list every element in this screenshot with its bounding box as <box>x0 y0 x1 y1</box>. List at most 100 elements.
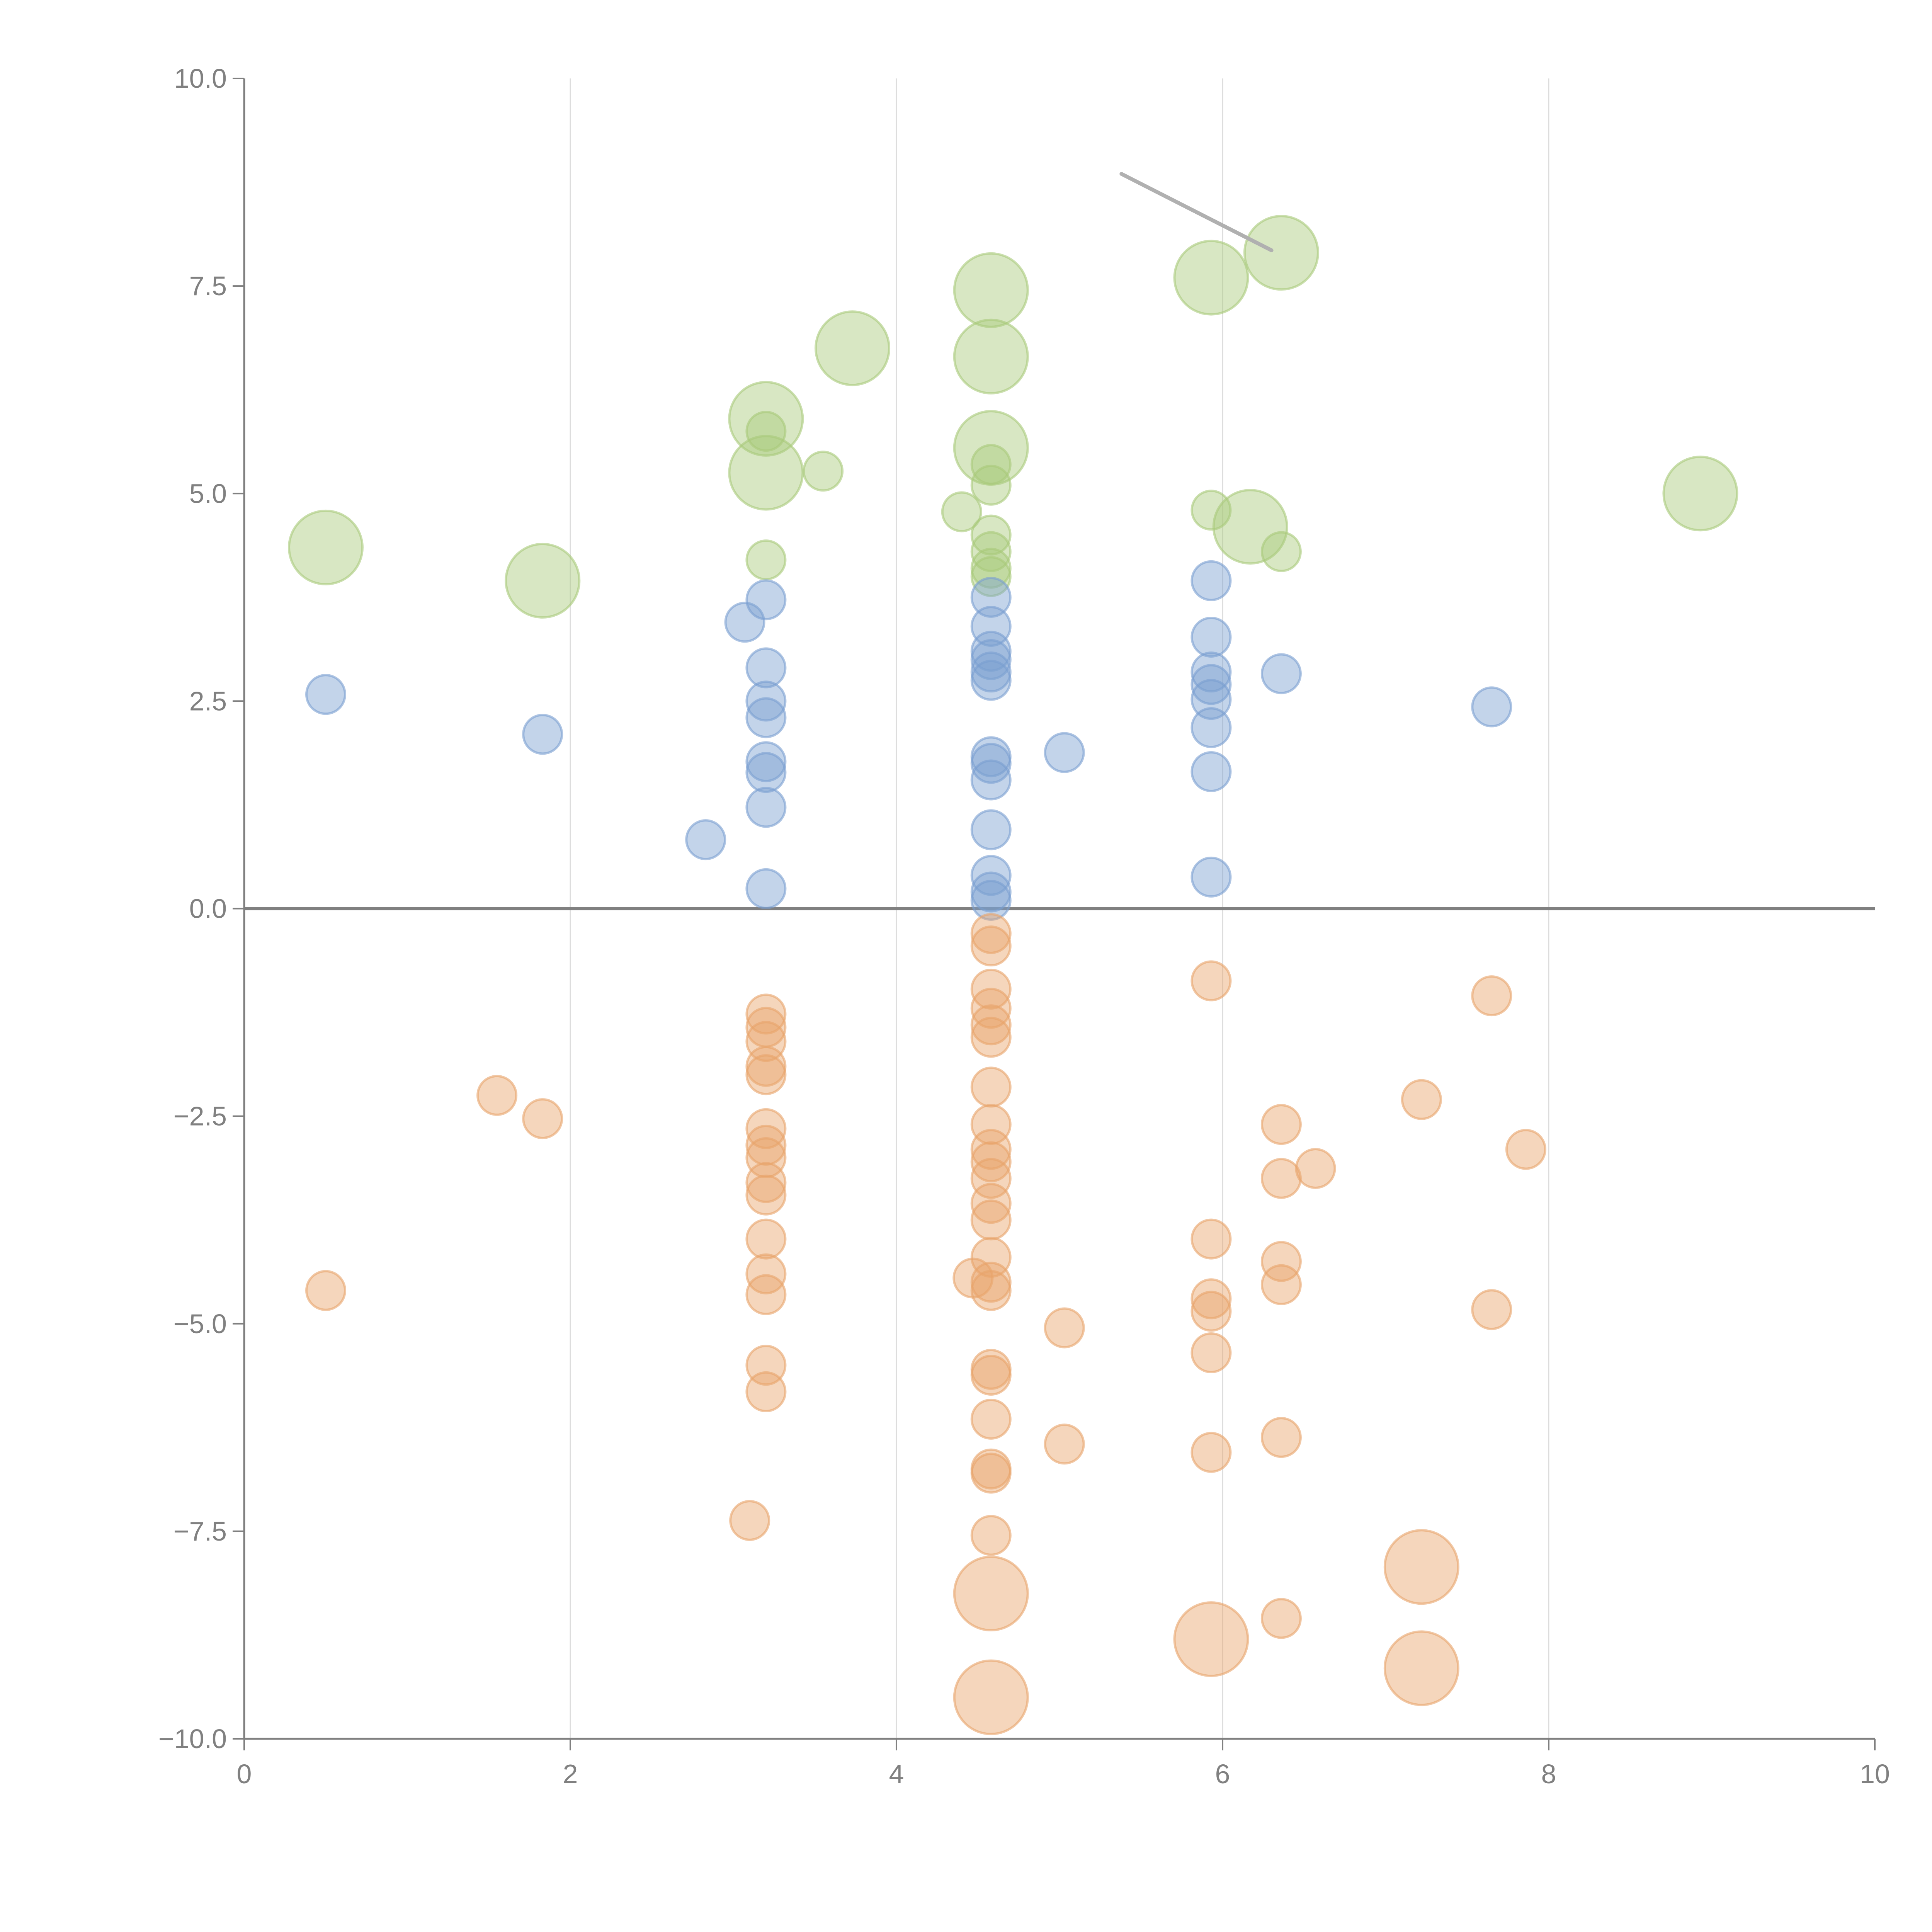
green-point <box>803 451 844 492</box>
orange-point <box>970 1141 1012 1182</box>
orange-point <box>1190 1218 1232 1260</box>
orange-point <box>745 1174 787 1216</box>
orange-point <box>1505 1129 1546 1170</box>
green-point <box>1173 240 1249 316</box>
orange-point <box>745 1108 787 1149</box>
orange-point <box>953 1659 1029 1735</box>
orange-point <box>1383 1630 1459 1706</box>
blue-point <box>970 577 1012 618</box>
orange-point <box>970 1236 1012 1278</box>
orange-point <box>1260 1598 1302 1639</box>
y-tick-label: 7.5 <box>189 271 227 301</box>
orange-point <box>1190 1432 1232 1473</box>
blue-point <box>970 880 1012 921</box>
orange-point <box>745 1124 787 1166</box>
orange-point <box>745 1371 787 1412</box>
annotation <box>1119 172 1274 252</box>
x-tick-label: 2 <box>563 1759 578 1789</box>
orange-point <box>745 1274 787 1315</box>
annotation-line <box>1119 172 1274 252</box>
blue-point <box>970 809 1012 850</box>
orange-point <box>305 1270 346 1311</box>
blue-point <box>745 752 787 793</box>
orange-point <box>970 1066 1012 1108</box>
blue-point <box>745 741 787 782</box>
orange-point <box>1044 1423 1085 1465</box>
x-tick-label: 6 <box>1215 1759 1230 1789</box>
green-point <box>953 318 1029 395</box>
orange-point <box>970 1183 1012 1224</box>
orange-point <box>729 1500 770 1541</box>
green-point <box>970 444 1012 485</box>
y-tick-label: −7.5 <box>173 1516 227 1546</box>
orange-point <box>1401 1079 1442 1120</box>
orange-point <box>970 988 1012 1029</box>
blue-point <box>745 787 787 828</box>
y-tick-label: −10.0 <box>158 1724 227 1754</box>
blue-point <box>522 714 563 755</box>
blue-point <box>1190 616 1232 658</box>
orange-point <box>1295 1148 1336 1189</box>
blue-point <box>970 855 1012 896</box>
orange-point <box>1260 1417 1302 1458</box>
blue-point <box>685 819 726 861</box>
y-tick-label: −5.0 <box>173 1309 227 1339</box>
orange-point <box>1383 1529 1459 1605</box>
axes: 0 2 4 6 8 10 −10.0 −7.5 −5.0 −2.5 0.0 2.5 5.0 7.5 10.0 <box>158 63 1890 1789</box>
orange-point <box>970 1017 1012 1058</box>
blue-point <box>1471 686 1512 728</box>
orange-point <box>970 925 1012 967</box>
y-tick-label: 0.0 <box>189 894 227 924</box>
green-point <box>970 464 1012 506</box>
orange-point <box>745 1218 787 1260</box>
orange-point <box>970 1270 1012 1311</box>
data-points <box>288 215 1738 1735</box>
orange-point <box>1190 960 1232 1002</box>
blue-point <box>970 660 1012 701</box>
orange-point <box>1044 1307 1085 1349</box>
orange-point <box>1260 1104 1302 1145</box>
orange-point <box>953 1556 1029 1632</box>
blue-point <box>1260 653 1302 694</box>
blue-point <box>970 606 1012 647</box>
blue-point <box>724 602 765 643</box>
orange-point <box>522 1098 563 1139</box>
orange-point <box>970 913 1012 954</box>
green-point <box>288 509 364 585</box>
orange-point <box>745 1162 787 1203</box>
green-point <box>1662 456 1738 532</box>
orange-point <box>970 1398 1012 1440</box>
green-point <box>953 252 1029 328</box>
orange-point <box>1173 1601 1249 1677</box>
x-tick-label: 8 <box>1541 1759 1556 1789</box>
blue-point <box>1190 679 1232 720</box>
orange-point <box>970 1452 1012 1494</box>
y-tick-label: −2.5 <box>173 1101 227 1131</box>
green-point <box>970 556 1012 597</box>
blue-point <box>1190 751 1232 792</box>
blue-point <box>1190 707 1232 748</box>
blue-point <box>745 680 787 722</box>
y-tick-label: 10.0 <box>174 63 227 94</box>
green-point <box>1243 215 1319 291</box>
blue-point <box>1044 732 1085 773</box>
orange-point <box>745 1054 787 1095</box>
orange-point <box>745 1253 787 1294</box>
blue-point <box>745 868 787 909</box>
blue-point <box>745 697 787 738</box>
green-point <box>1260 531 1302 572</box>
orange-point <box>970 1354 1012 1396</box>
green-point <box>1212 489 1288 565</box>
orange-point <box>970 1199 1012 1241</box>
orange-point <box>1471 975 1512 1017</box>
orange-point <box>970 1515 1012 1556</box>
green-point <box>970 531 1012 572</box>
green-point <box>745 411 787 452</box>
blue-point <box>745 647 787 689</box>
x-tick-label: 10 <box>1860 1759 1890 1789</box>
blue-point <box>1190 560 1232 601</box>
green-point <box>970 514 1012 556</box>
orange-point <box>1260 1241 1302 1282</box>
blue-point <box>305 674 346 715</box>
